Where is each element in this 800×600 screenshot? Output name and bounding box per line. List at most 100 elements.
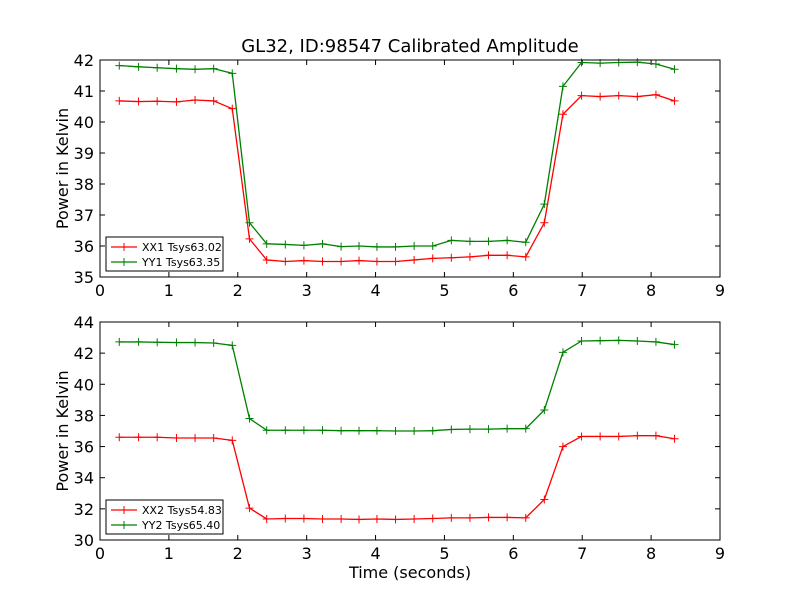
data-point: [191, 65, 200, 74]
legend-box: [105, 499, 224, 535]
y-axis-label: Power in Kelvin: [53, 370, 72, 491]
x-tick-label: 9: [715, 281, 725, 300]
data-point: [337, 257, 346, 266]
data-point: [614, 432, 623, 441]
data-point: [614, 91, 623, 100]
data-point: [596, 92, 605, 101]
x-tick-label: 1: [164, 544, 174, 563]
legend-marker: [120, 521, 128, 529]
data-point: [558, 82, 567, 91]
x-tick-label: 4: [370, 544, 380, 563]
data-point: [262, 255, 271, 264]
y-tick-label: 44: [74, 313, 94, 332]
data-point: [318, 257, 327, 266]
x-tick-label: 5: [439, 281, 449, 300]
data-point: [228, 104, 237, 113]
data-point: [115, 337, 124, 346]
y-tick-label: 41: [74, 82, 94, 101]
data-point: [228, 341, 237, 350]
series-2: [115, 58, 679, 251]
y-tick-label: 38: [74, 406, 94, 425]
legend: XX2 Tsys54.83 YY2 Tsys65.40: [105, 499, 224, 535]
x-tick-label: 1: [164, 281, 174, 300]
y-tick-label: 35: [74, 268, 94, 287]
y-tick-label: 40: [74, 375, 94, 394]
data-point: [191, 338, 200, 347]
data-point: [670, 65, 679, 74]
data-point: [465, 513, 474, 522]
data-point: [191, 434, 200, 443]
data-point: [428, 426, 437, 435]
data-point: [484, 251, 493, 260]
y-tick-label: 32: [74, 500, 94, 519]
data-point: [410, 427, 419, 435]
data-point: [153, 338, 162, 347]
data-point: [651, 90, 660, 99]
series-1: [115, 90, 679, 266]
legend-box: [105, 236, 224, 272]
legend-label: XX2 Tsys54.83: [142, 504, 222, 517]
chart-title: GL32, ID:98547 Calibrated Amplitude: [241, 36, 579, 57]
data-point: [245, 414, 254, 423]
data-point: [540, 495, 549, 504]
data-point: [372, 426, 381, 435]
data-point: [153, 433, 162, 442]
data-point: [670, 340, 679, 349]
data-point: [503, 424, 512, 433]
data-point: [540, 218, 549, 227]
data-point: [577, 432, 586, 441]
data-point: [465, 237, 474, 246]
y-tick-label: 34: [74, 469, 94, 488]
data-point: [262, 514, 271, 523]
data-point: [245, 234, 254, 243]
y-tick-label: 39: [74, 144, 94, 163]
data-point: [172, 97, 181, 106]
legend-label: YY2 Tsys65.40: [141, 519, 220, 532]
y-tick-label: 37: [74, 206, 94, 225]
y-tick-label: 30: [74, 531, 94, 550]
data-point: [153, 63, 162, 72]
data-point: [134, 337, 143, 346]
y-tick-label: 38: [74, 175, 94, 194]
data-point: [558, 348, 567, 357]
data-point: [670, 96, 679, 105]
data-point: [299, 514, 308, 523]
data-point: [428, 242, 437, 250]
data-point: [299, 241, 308, 250]
data-point: [134, 97, 143, 106]
axes-frame: [99, 321, 721, 541]
data-point: [391, 427, 400, 435]
data-point: [245, 218, 254, 227]
data-point: [372, 257, 381, 266]
data-point: [191, 95, 200, 104]
x-tick-label: 0: [95, 544, 105, 563]
data-point: [633, 336, 642, 345]
data-point: [262, 426, 271, 435]
data-point: [577, 336, 586, 345]
data-point: [428, 254, 437, 263]
data-point: [410, 514, 419, 523]
data-point: [281, 426, 290, 435]
data-point: [318, 514, 327, 523]
data-point: [355, 515, 364, 524]
x-tick-label: 7: [577, 281, 587, 300]
x-tick-label: 2: [233, 281, 243, 300]
data-point: [172, 64, 181, 73]
x-axis-label: Time (seconds): [348, 563, 471, 582]
series-2: [115, 336, 679, 435]
data-point: [503, 513, 512, 522]
data-point: [521, 252, 530, 261]
data-point: [281, 257, 290, 266]
data-point: [262, 239, 271, 248]
data-point: [153, 97, 162, 106]
data-point: [633, 92, 642, 101]
data-point: [299, 256, 308, 265]
data-point: [503, 251, 512, 260]
data-point: [484, 425, 493, 434]
data-point: [115, 433, 124, 442]
x-tick-label: 4: [370, 281, 380, 300]
legend-label: XX1 Tsys63.02: [142, 241, 222, 254]
